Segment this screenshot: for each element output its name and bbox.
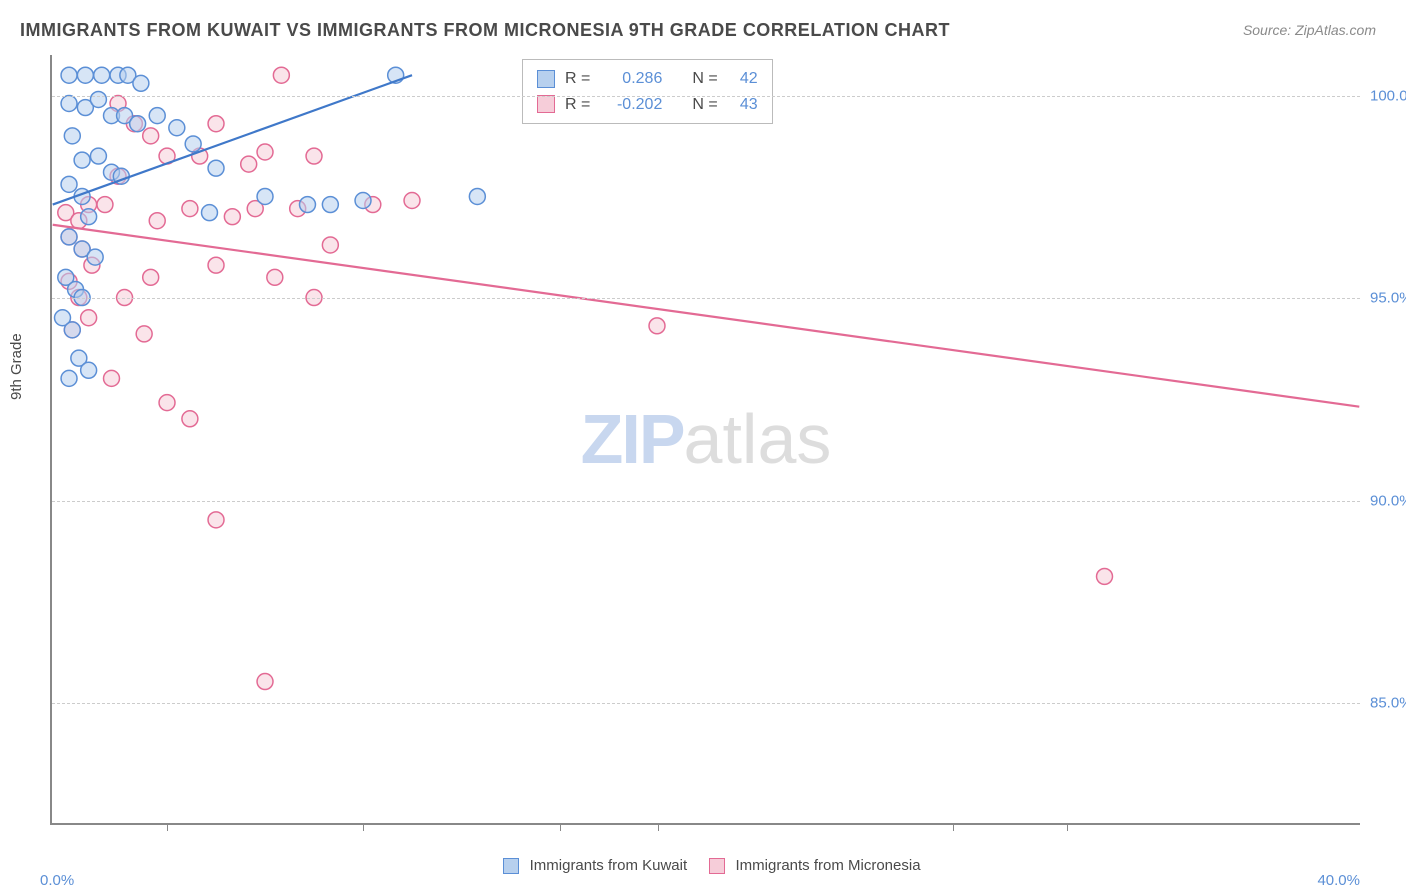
scatter-point <box>241 156 257 172</box>
scatter-point <box>90 91 106 107</box>
scatter-point <box>97 197 113 213</box>
y-tick-label: 85.0% <box>1370 695 1406 712</box>
scatter-point <box>133 75 149 91</box>
scatter-point <box>61 229 77 245</box>
scatter-point <box>469 188 485 204</box>
y-tick-label: 95.0% <box>1370 290 1406 307</box>
stats-n-kuwait: 42 <box>728 66 758 92</box>
scatter-point <box>61 96 77 112</box>
scatter-point <box>306 148 322 164</box>
scatter-point <box>182 201 198 217</box>
scatter-point <box>404 193 420 209</box>
legend-swatch-kuwait <box>503 858 519 874</box>
scatter-point <box>87 249 103 265</box>
scatter-point <box>300 197 316 213</box>
scatter-point <box>81 310 97 326</box>
stats-swatch-kuwait <box>537 70 555 88</box>
stats-row-kuwait: R = 0.286 N = 42 <box>537 66 758 92</box>
y-tick-label: 100.0% <box>1370 87 1406 104</box>
scatter-point <box>74 152 90 168</box>
x-axis-max: 40.0% <box>1317 872 1360 889</box>
scatter-point <box>149 213 165 229</box>
trend-line-micronesia <box>53 225 1360 407</box>
scatter-point <box>136 326 152 342</box>
scatter-point <box>257 188 273 204</box>
scatter-point <box>143 269 159 285</box>
scatter-point <box>208 257 224 273</box>
x-tick <box>1067 823 1068 831</box>
scatter-point <box>208 160 224 176</box>
x-axis-min: 0.0% <box>40 872 74 889</box>
x-tick <box>658 823 659 831</box>
scatter-point <box>257 144 273 160</box>
scatter-point <box>94 67 110 83</box>
gridline <box>52 703 1360 704</box>
x-tick <box>363 823 364 831</box>
scatter-point <box>1097 568 1113 584</box>
gridline <box>52 96 1360 97</box>
scatter-point <box>208 512 224 528</box>
stats-swatch-micronesia <box>537 95 555 113</box>
scatter-point <box>322 197 338 213</box>
chart-title: IMMIGRANTS FROM KUWAIT VS IMMIGRANTS FRO… <box>20 20 950 41</box>
scatter-point <box>61 370 77 386</box>
scatter-point <box>64 322 80 338</box>
scatter-point <box>64 128 80 144</box>
stats-n-label: N = <box>692 66 717 92</box>
scatter-point <box>149 108 165 124</box>
x-tick <box>560 823 561 831</box>
legend-swatch-micronesia <box>709 858 725 874</box>
legend-label-kuwait: Immigrants from Kuwait <box>530 857 688 874</box>
scatter-point <box>202 205 218 221</box>
scatter-point <box>159 395 175 411</box>
scatter-point <box>169 120 185 136</box>
scatter-point <box>104 370 120 386</box>
legend-bottom: Immigrants from Kuwait Immigrants from M… <box>0 857 1406 874</box>
x-tick <box>167 823 168 831</box>
scatter-point <box>224 209 240 225</box>
chart-canvas <box>52 55 1360 823</box>
scatter-point <box>322 237 338 253</box>
scatter-point <box>355 193 371 209</box>
scatter-point <box>273 67 289 83</box>
y-tick-label: 90.0% <box>1370 492 1406 509</box>
legend-label-micronesia: Immigrants from Micronesia <box>736 857 921 874</box>
scatter-point <box>649 318 665 334</box>
source-label: Source: ZipAtlas.com <box>1243 22 1376 38</box>
stats-r-label: R = <box>565 66 590 92</box>
stats-legend-box: R = 0.286 N = 42 R = -0.202 N = 43 <box>522 59 773 124</box>
scatter-point <box>90 148 106 164</box>
scatter-point <box>143 128 159 144</box>
scatter-point <box>257 674 273 690</box>
scatter-point <box>130 116 146 132</box>
gridline <box>52 501 1360 502</box>
gridline <box>52 298 1360 299</box>
scatter-point <box>267 269 283 285</box>
scatter-point <box>182 411 198 427</box>
scatter-point <box>81 362 97 378</box>
scatter-point <box>61 176 77 192</box>
plot-area: ZIPatlas R = 0.286 N = 42 R = -0.202 N =… <box>50 55 1360 825</box>
stats-r-kuwait: 0.286 <box>600 66 662 92</box>
scatter-point <box>81 209 97 225</box>
x-tick <box>953 823 954 831</box>
scatter-point <box>77 67 93 83</box>
scatter-point <box>61 67 77 83</box>
scatter-point <box>208 116 224 132</box>
scatter-point <box>185 136 201 152</box>
y-axis-label: 9th Grade <box>8 333 25 400</box>
